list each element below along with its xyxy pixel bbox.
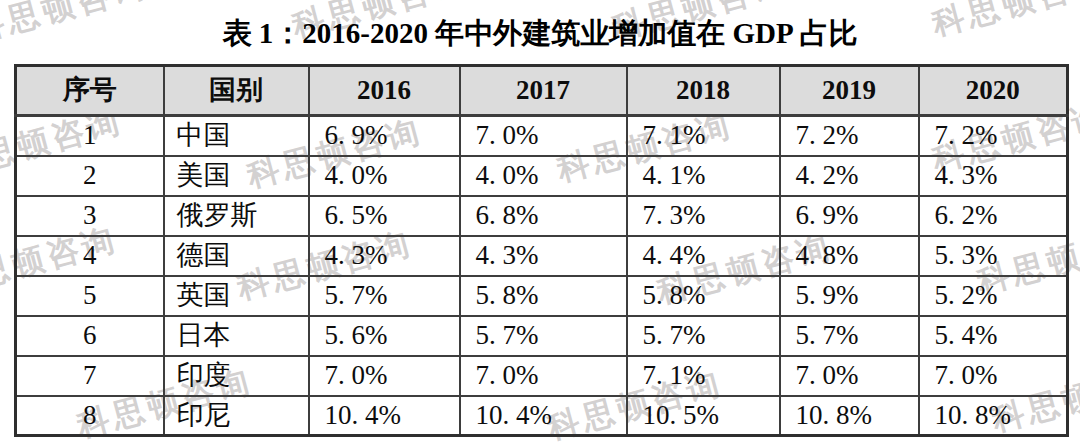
value-cell: 4. 4% (627, 236, 780, 276)
row-index-cell: 4 (16, 236, 164, 276)
country-cell: 德国 (164, 236, 309, 276)
value-cell: 4. 8% (780, 236, 919, 276)
value-cell: 5. 7% (627, 316, 780, 356)
value-cell: 5. 7% (460, 316, 627, 356)
value-cell: 7. 0% (460, 356, 627, 396)
value-cell: 7. 0% (460, 116, 627, 156)
table-row: 4德国4. 3%4. 3%4. 4%4. 8%5. 3% (16, 236, 1068, 276)
value-cell: 5. 4% (919, 316, 1068, 356)
value-cell: 10. 8% (780, 396, 919, 436)
country-cell: 印尼 (164, 396, 309, 436)
col-header-2016: 2016 (309, 66, 460, 116)
value-cell: 6. 8% (460, 196, 627, 236)
value-cell: 7. 1% (627, 116, 780, 156)
gdp-share-table: 序号 国别 2016 2017 2018 2019 2020 1中国6. 9%7… (14, 64, 1069, 437)
value-cell: 5. 2% (919, 276, 1068, 316)
value-cell: 10. 4% (309, 396, 460, 436)
col-header-index: 序号 (16, 66, 164, 116)
table-row: 5英国5. 7%5. 8%5. 8%5. 9%5. 2% (16, 276, 1068, 316)
value-cell: 7. 0% (780, 356, 919, 396)
table-row: 3俄罗斯6. 5%6. 8%7. 3%6. 9%6. 2% (16, 196, 1068, 236)
row-index-cell: 8 (16, 396, 164, 436)
value-cell: 7. 3% (627, 196, 780, 236)
row-index-cell: 3 (16, 196, 164, 236)
country-cell: 英国 (164, 276, 309, 316)
header-row: 序号 国别 2016 2017 2018 2019 2020 (16, 66, 1068, 116)
country-cell: 印度 (164, 356, 309, 396)
value-cell: 7. 2% (919, 116, 1068, 156)
country-cell: 中国 (164, 116, 309, 156)
value-cell: 4. 3% (919, 156, 1068, 196)
value-cell: 10. 4% (460, 396, 627, 436)
value-cell: 7. 2% (780, 116, 919, 156)
value-cell: 4. 2% (780, 156, 919, 196)
value-cell: 4. 0% (460, 156, 627, 196)
table-title: 表 1：2016-2020 年中外建筑业增加值在 GDP 占比 (0, 14, 1080, 54)
value-cell: 7. 0% (309, 356, 460, 396)
value-cell: 5. 6% (309, 316, 460, 356)
row-index-cell: 6 (16, 316, 164, 356)
table-row: 2美国4. 0%4. 0%4. 1%4. 2%4. 3% (16, 156, 1068, 196)
value-cell: 7. 1% (627, 356, 780, 396)
country-cell: 日本 (164, 316, 309, 356)
value-cell: 6. 5% (309, 196, 460, 236)
row-index-cell: 1 (16, 116, 164, 156)
value-cell: 4. 1% (627, 156, 780, 196)
page: { "title": "表 1：2016-2020 年中外建筑业增加值在 GDP… (0, 0, 1080, 446)
col-header-2019: 2019 (780, 66, 919, 116)
table-row: 7印度7. 0%7. 0%7. 1%7. 0%7. 0% (16, 356, 1068, 396)
col-header-2018: 2018 (627, 66, 780, 116)
table-body: 1中国6. 9%7. 0%7. 1%7. 2%7. 2%2美国4. 0%4. 0… (16, 116, 1068, 436)
col-header-country: 国别 (164, 66, 309, 116)
value-cell: 6. 2% (919, 196, 1068, 236)
value-cell: 7. 0% (919, 356, 1068, 396)
table-row: 1中国6. 9%7. 0%7. 1%7. 2%7. 2% (16, 116, 1068, 156)
table-row: 6日本5. 6%5. 7%5. 7%5. 7%5. 4% (16, 316, 1068, 356)
value-cell: 6. 9% (309, 116, 460, 156)
country-cell: 俄罗斯 (164, 196, 309, 236)
country-cell: 美国 (164, 156, 309, 196)
value-cell: 10. 5% (627, 396, 780, 436)
value-cell: 5. 3% (919, 236, 1068, 276)
table-row: 8印尼10. 4%10. 4%10. 5%10. 8%10. 8% (16, 396, 1068, 436)
value-cell: 5. 8% (627, 276, 780, 316)
row-index-cell: 2 (16, 156, 164, 196)
value-cell: 5. 8% (460, 276, 627, 316)
row-index-cell: 7 (16, 356, 164, 396)
col-header-2020: 2020 (919, 66, 1068, 116)
value-cell: 5. 9% (780, 276, 919, 316)
col-header-2017: 2017 (460, 66, 627, 116)
value-cell: 6. 9% (780, 196, 919, 236)
value-cell: 10. 8% (919, 396, 1068, 436)
value-cell: 4. 3% (309, 236, 460, 276)
value-cell: 5. 7% (780, 316, 919, 356)
value-cell: 4. 3% (460, 236, 627, 276)
row-index-cell: 5 (16, 276, 164, 316)
value-cell: 4. 0% (309, 156, 460, 196)
document-page: 科思顿咨询科思顿咨询科思顿咨询科思顿咨询科思顿咨询科思顿咨询科思顿咨询科思顿咨询… (0, 0, 1080, 446)
value-cell: 5. 7% (309, 276, 460, 316)
